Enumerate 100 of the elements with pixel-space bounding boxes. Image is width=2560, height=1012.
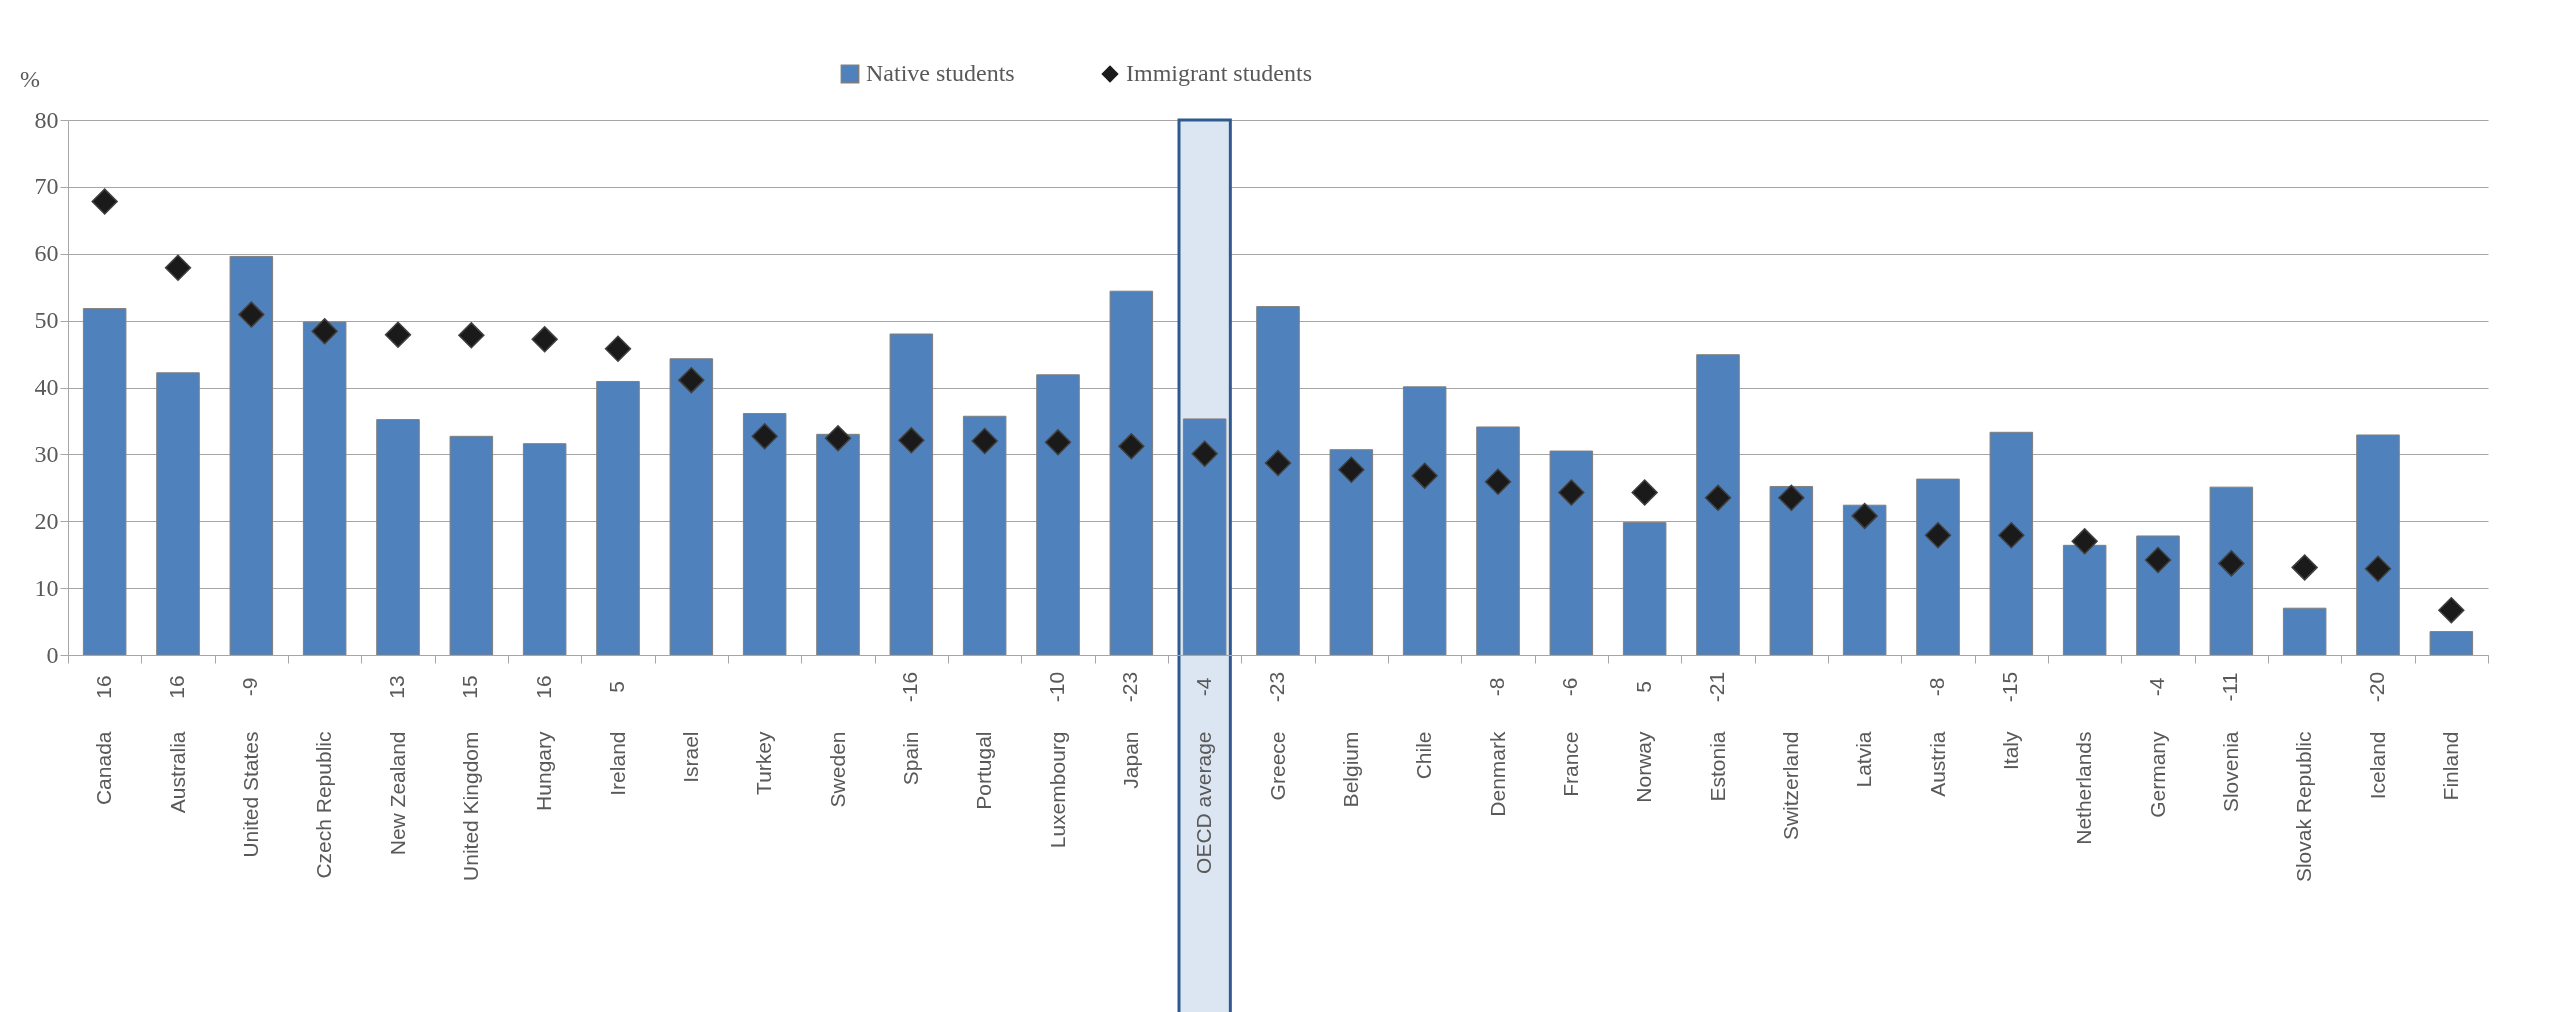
x-tick-label: France (1558, 731, 1582, 797)
text: -16 (898, 671, 922, 703)
x-tick-label: Austria (1925, 731, 1949, 797)
point (91, 188, 118, 215)
text: -23 (1265, 671, 1288, 703)
text: -8 (1925, 677, 1948, 697)
bar (596, 380, 640, 656)
point (1704, 484, 1732, 512)
point (531, 326, 558, 353)
bar (1476, 426, 1520, 656)
bar (669, 358, 714, 656)
bar (522, 443, 567, 656)
y-tick-label: 70 (34, 173, 59, 200)
point (2364, 555, 2392, 582)
bar (2062, 544, 2107, 656)
x-tick-label: Chile (1412, 731, 1436, 780)
point (1851, 502, 1878, 530)
y-tick-label: 10 (34, 574, 59, 601)
bar (1989, 431, 2034, 656)
bar (2282, 607, 2327, 656)
point (604, 335, 632, 362)
text: 16 (165, 675, 188, 699)
text: 13 (385, 675, 408, 699)
x-tick-label: Australia (165, 731, 189, 814)
y-tick-label: 40 (34, 374, 59, 400)
point (2144, 546, 2172, 574)
text: -4 (1191, 677, 1215, 697)
x-tick-label: Japan (1118, 731, 1142, 789)
point (1264, 449, 1292, 477)
bar (2429, 631, 2474, 656)
point (1631, 479, 1658, 506)
point (1191, 440, 1218, 467)
point (1411, 462, 1438, 489)
x-tick-label: Belgium (1338, 731, 1362, 808)
text: -8 (1485, 677, 1508, 697)
text: 5 (1631, 681, 1655, 693)
point (164, 254, 192, 281)
text: -23 (1118, 671, 1142, 703)
y-tick-label: 50 (34, 307, 59, 334)
bar (742, 413, 787, 656)
bar (962, 415, 1007, 656)
point (311, 318, 338, 345)
bar (376, 419, 420, 656)
bar (449, 435, 494, 656)
x-tick-label: Germany (2145, 731, 2169, 818)
text: -20 (2365, 671, 2388, 703)
text: -21 (1705, 671, 1728, 703)
y-tick-label: 80 (34, 106, 59, 133)
x-tick-label: Denmark (1485, 731, 1509, 817)
x-tick-label: United States (238, 731, 262, 858)
text: 15 (458, 675, 482, 699)
x-tick-label: Canada (92, 731, 116, 806)
point (1778, 484, 1805, 512)
point (384, 321, 412, 348)
point (2291, 554, 2318, 581)
point (1118, 433, 1145, 460)
x-tick-label: United Kingdom (458, 731, 482, 881)
bar (1769, 485, 1814, 656)
x-tick-label: Israel (678, 731, 702, 783)
legend-label: Immigrant students (1126, 60, 1312, 86)
x-tick-label: Latvia (1852, 731, 1876, 788)
bar (1696, 354, 1740, 656)
text: -15 (1998, 671, 2022, 703)
point (898, 427, 925, 454)
text: -9 (238, 677, 262, 697)
text: 5 (605, 681, 628, 693)
bar (229, 255, 274, 656)
x-tick-label: Czech Republic (312, 731, 336, 879)
point (238, 301, 265, 328)
x-tick-label: Slovak Republic (2292, 731, 2316, 883)
x-tick-label: Norway (1632, 731, 1656, 803)
x-tick-label: Italy (1998, 731, 2022, 771)
x-tick-label: Slovenia (2218, 731, 2242, 813)
point (2071, 528, 2098, 555)
y-tick-label: 0 (46, 641, 59, 668)
x-tick-label: OECD average (1192, 731, 1216, 874)
x-tick-label: Iceland (2365, 731, 2389, 800)
x-tick-label: Ireland (605, 731, 629, 796)
y-tick-label: 60 (34, 240, 59, 267)
bar (82, 308, 127, 656)
point (1338, 456, 1365, 483)
bar (889, 333, 934, 656)
point (1558, 479, 1585, 506)
y-axis-title: % (20, 66, 40, 92)
bar (1182, 418, 1227, 656)
bar (1109, 290, 1154, 656)
bar (2136, 535, 2180, 656)
x-tick-label: Portugal (972, 731, 996, 810)
x-tick-label: Spain (898, 731, 922, 786)
text: -11 (2218, 672, 2242, 702)
x-tick-label: Netherlands (2072, 731, 2096, 845)
bar (816, 433, 860, 656)
bar (1256, 306, 1300, 656)
point (1044, 429, 1072, 456)
x-tick-label: New Zealand (385, 731, 409, 856)
point (2438, 596, 2465, 624)
bar (1549, 450, 1594, 656)
bar (1622, 522, 1667, 656)
point (1998, 522, 2025, 549)
point (971, 427, 998, 455)
